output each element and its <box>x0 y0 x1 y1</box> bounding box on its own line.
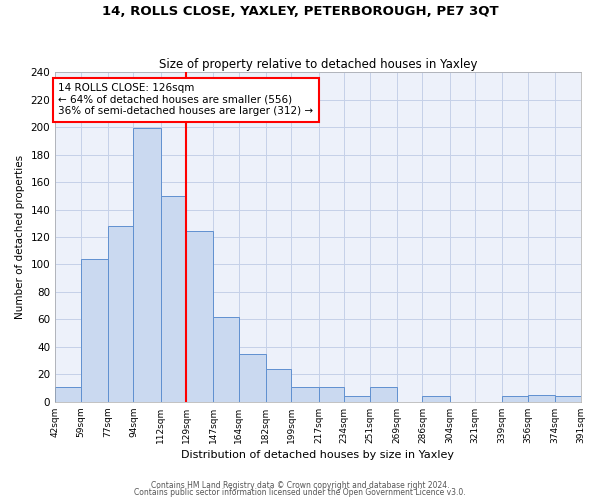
Bar <box>528 395 555 402</box>
Bar <box>555 396 581 402</box>
Bar <box>422 396 449 402</box>
Title: Size of property relative to detached houses in Yaxley: Size of property relative to detached ho… <box>158 58 477 71</box>
Bar <box>502 396 528 402</box>
Bar <box>266 369 292 402</box>
Text: 14, ROLLS CLOSE, YAXLEY, PETERBOROUGH, PE7 3QT: 14, ROLLS CLOSE, YAXLEY, PETERBOROUGH, P… <box>101 5 499 18</box>
Bar <box>239 354 266 402</box>
Bar <box>370 386 397 402</box>
Bar <box>292 386 319 402</box>
Text: 14 ROLLS CLOSE: 126sqm
← 64% of detached houses are smaller (556)
36% of semi-de: 14 ROLLS CLOSE: 126sqm ← 64% of detached… <box>58 83 313 116</box>
Bar <box>344 396 370 402</box>
Y-axis label: Number of detached properties: Number of detached properties <box>15 155 25 319</box>
Text: Contains HM Land Registry data © Crown copyright and database right 2024.: Contains HM Land Registry data © Crown c… <box>151 480 449 490</box>
Bar <box>186 232 213 402</box>
Bar <box>55 386 81 402</box>
Bar <box>319 386 344 402</box>
Bar <box>133 128 161 402</box>
Bar <box>161 196 186 402</box>
Text: Contains public sector information licensed under the Open Government Licence v3: Contains public sector information licen… <box>134 488 466 497</box>
X-axis label: Distribution of detached houses by size in Yaxley: Distribution of detached houses by size … <box>181 450 454 460</box>
Bar <box>213 316 239 402</box>
Bar <box>108 226 133 402</box>
Bar <box>81 259 108 402</box>
